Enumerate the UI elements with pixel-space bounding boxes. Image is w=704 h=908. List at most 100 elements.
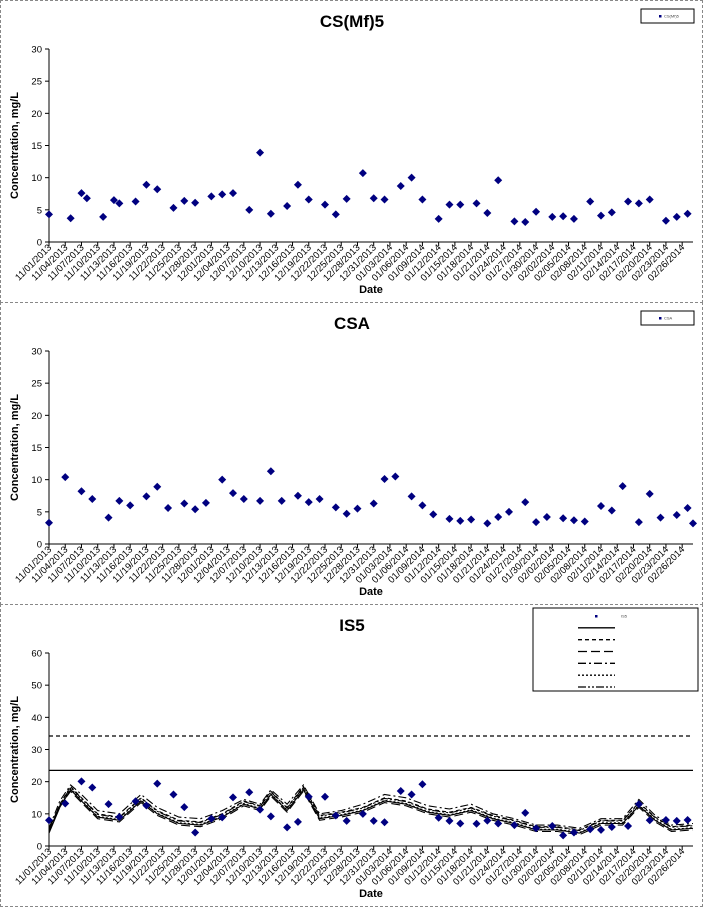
data-point — [472, 819, 481, 828]
data-point — [201, 498, 210, 507]
legend-marker — [659, 317, 662, 320]
data-point — [634, 800, 643, 809]
y-tick-label: 40 — [31, 713, 42, 724]
data-point — [321, 200, 329, 209]
data-point — [429, 510, 438, 519]
data-point — [634, 518, 643, 527]
chart-panel-2: CSA 0 5 10 15 20 25 30 Concentration, mg/L 11/01/… — [0, 302, 703, 605]
data-point — [293, 491, 302, 500]
data-point — [77, 777, 86, 786]
data-point — [331, 503, 340, 512]
data-point — [77, 487, 86, 496]
legend-label: CS(Mf)5 — [664, 14, 680, 19]
chart-title: CS(Mf)5 — [320, 12, 384, 31]
data-point — [661, 216, 670, 225]
data-point — [153, 185, 162, 194]
data-point — [407, 790, 416, 799]
data-point — [597, 825, 605, 834]
data-point — [169, 790, 178, 799]
data-point — [645, 816, 654, 825]
data-point — [597, 502, 605, 511]
y-tick-label: 5 — [37, 205, 42, 216]
data-point — [304, 498, 313, 507]
data-point — [472, 199, 481, 208]
series-line — [48, 787, 694, 834]
data-point — [283, 201, 292, 210]
y-tick-label: 20 — [31, 777, 42, 788]
data-point — [99, 212, 108, 221]
data-point — [82, 194, 91, 203]
data-point — [342, 194, 351, 203]
data-point — [607, 208, 616, 217]
data-point — [245, 205, 254, 214]
chart-panel-1: CS(Mf)5 0 5 10 15 20 25 30 Concentration, mg/L 11… — [0, 0, 703, 303]
data-point — [683, 209, 692, 218]
data-point — [683, 815, 692, 824]
data-point — [266, 209, 275, 218]
data-point — [542, 512, 551, 521]
data-point — [569, 516, 578, 525]
data-point — [88, 783, 97, 792]
data-point — [607, 823, 616, 832]
data-point — [672, 816, 681, 825]
data-point — [586, 197, 595, 206]
data-point — [510, 217, 519, 226]
data-point — [218, 190, 227, 199]
data-point — [532, 207, 541, 216]
data-point — [580, 517, 589, 526]
y-tick-label: 0 — [37, 842, 42, 853]
y-tick-label: 30 — [31, 347, 42, 358]
series-line — [48, 783, 694, 829]
y-tick-label: 10 — [31, 173, 42, 184]
data-point — [131, 197, 140, 206]
data-point — [321, 792, 329, 801]
data-point — [88, 494, 97, 503]
y-tick-label: 0 — [37, 238, 42, 249]
data-point — [104, 800, 113, 809]
data-point — [266, 467, 275, 476]
legend-box — [532, 607, 699, 692]
data-point — [683, 503, 692, 512]
data-point — [191, 828, 200, 837]
data-point — [494, 819, 503, 828]
data-point — [109, 196, 118, 205]
data-point — [586, 825, 595, 834]
data-point — [521, 218, 530, 227]
data-point — [456, 516, 465, 525]
data-point — [532, 518, 541, 527]
data-point — [521, 808, 530, 817]
data-point — [239, 494, 248, 503]
data-point — [283, 823, 292, 832]
data-point — [191, 505, 200, 514]
data-point — [445, 816, 454, 825]
legend-marker — [659, 15, 662, 18]
data-point — [293, 180, 302, 189]
data-point — [229, 793, 237, 802]
data-point — [153, 482, 162, 491]
data-point — [661, 815, 670, 824]
y-tick-label: 25 — [31, 379, 42, 390]
data-point — [245, 788, 254, 797]
data-point — [164, 503, 173, 512]
data-point — [315, 494, 324, 503]
data-point — [66, 214, 75, 223]
data-point — [483, 519, 492, 528]
data-point — [256, 496, 265, 505]
data-point — [624, 822, 633, 831]
data-point — [407, 173, 416, 182]
y-tick-label: 0 — [37, 540, 42, 551]
data-point — [358, 809, 367, 818]
data-point — [342, 509, 351, 518]
data-point — [672, 511, 681, 520]
y-tick-label: 60 — [31, 649, 42, 660]
data-point — [169, 203, 178, 212]
data-point — [483, 209, 492, 218]
x-axis-label: Date — [359, 586, 383, 598]
data-point — [207, 814, 216, 823]
data-point — [342, 816, 351, 825]
data-point — [672, 212, 681, 221]
data-point — [456, 200, 465, 209]
data-point — [277, 496, 286, 505]
